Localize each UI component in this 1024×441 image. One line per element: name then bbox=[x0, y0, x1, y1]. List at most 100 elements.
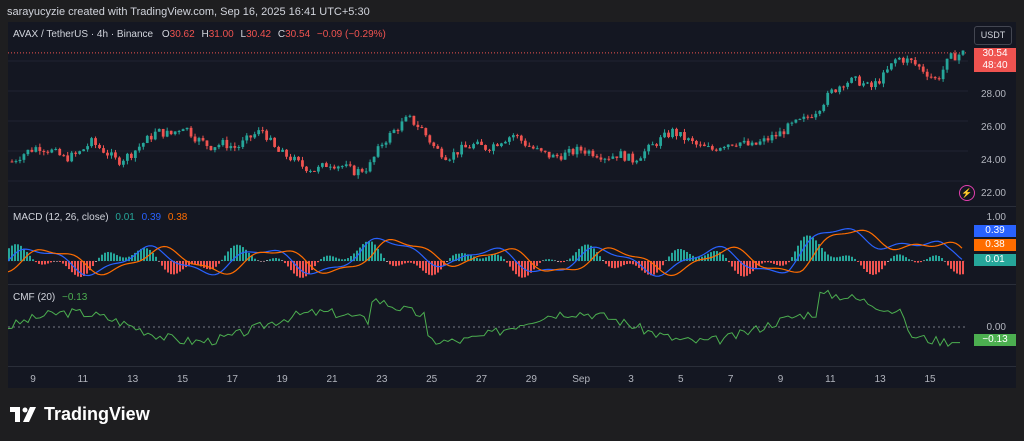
histogram-bar bbox=[107, 252, 109, 261]
histogram-bar bbox=[560, 261, 562, 263]
histogram-bar bbox=[158, 261, 160, 262]
lightning-icon[interactable]: ⚡ bbox=[959, 185, 975, 201]
candle bbox=[332, 164, 336, 170]
histogram-bar bbox=[527, 261, 529, 276]
histogram-bar bbox=[743, 261, 745, 277]
price-tick: 26.00 bbox=[980, 122, 1006, 133]
histogram-bar bbox=[512, 261, 514, 271]
candle bbox=[507, 136, 511, 145]
histogram-bar bbox=[806, 235, 808, 261]
histogram-bar bbox=[347, 258, 349, 261]
candle bbox=[949, 52, 953, 60]
currency-button[interactable]: USDT bbox=[974, 26, 1012, 45]
time-tick: 15 bbox=[924, 374, 936, 385]
histogram-bar bbox=[515, 261, 517, 275]
cmf-title[interactable]: CMF (20) bbox=[13, 292, 56, 303]
histogram-bar bbox=[521, 261, 523, 278]
candle bbox=[82, 149, 86, 152]
candle bbox=[651, 141, 655, 146]
histogram-bar bbox=[926, 259, 928, 261]
candle bbox=[309, 169, 312, 173]
histogram-bar bbox=[50, 261, 52, 263]
candle bbox=[750, 140, 754, 147]
candle bbox=[209, 145, 213, 151]
histogram-bar bbox=[890, 258, 892, 261]
histogram-bar bbox=[623, 261, 625, 266]
histogram-bar bbox=[902, 255, 904, 261]
histogram-bar bbox=[944, 261, 946, 262]
histogram-bar bbox=[476, 258, 478, 261]
candle bbox=[615, 156, 619, 161]
time-axis-divider bbox=[8, 366, 1016, 367]
cmf-value: −0.13 bbox=[62, 292, 88, 303]
candle bbox=[866, 81, 869, 85]
candle bbox=[535, 145, 539, 150]
macd-line-value: 0.39 bbox=[141, 212, 162, 223]
histogram-bar bbox=[377, 248, 379, 261]
histogram-bar bbox=[908, 259, 910, 261]
histogram-bar bbox=[320, 259, 322, 261]
histogram-bar bbox=[419, 261, 421, 268]
histogram-bar bbox=[776, 261, 778, 266]
brand-name: TradingView bbox=[44, 404, 150, 424]
candle bbox=[320, 162, 324, 169]
candle bbox=[862, 80, 865, 88]
candle bbox=[265, 129, 269, 142]
candle bbox=[324, 161, 328, 168]
candle bbox=[269, 135, 273, 141]
candle bbox=[118, 156, 121, 167]
histogram-bar bbox=[77, 261, 79, 277]
histogram-bar bbox=[215, 261, 217, 267]
cmf-tag: −0.13 bbox=[974, 334, 1016, 346]
candle bbox=[404, 115, 408, 122]
histogram-bar bbox=[854, 258, 856, 261]
histogram-bar bbox=[494, 254, 496, 261]
histogram-bar bbox=[122, 257, 124, 261]
histogram-bar bbox=[707, 253, 709, 261]
candle bbox=[416, 121, 420, 131]
histogram-bar bbox=[269, 259, 271, 261]
candle bbox=[428, 134, 432, 145]
histogram-bar bbox=[851, 256, 853, 261]
histogram-bar bbox=[554, 260, 556, 261]
chart-area[interactable]: AVAX / TetherUS · 4h · Binance O30.62 H3… bbox=[8, 22, 1016, 388]
histogram-bar bbox=[449, 258, 451, 261]
macd-title[interactable]: MACD (12, 26, close) bbox=[13, 212, 109, 223]
histogram-bar bbox=[470, 255, 472, 261]
histogram-bar bbox=[32, 259, 34, 261]
pane-divider[interactable] bbox=[8, 206, 1016, 207]
candle bbox=[261, 126, 265, 134]
tradingview-logo[interactable]: TradingView bbox=[10, 404, 150, 425]
candle bbox=[137, 143, 141, 153]
histogram-bar bbox=[809, 235, 811, 261]
histogram-bar bbox=[98, 257, 100, 261]
histogram-bar bbox=[95, 261, 97, 262]
histogram-bar bbox=[251, 256, 253, 261]
candle bbox=[814, 110, 818, 120]
candle bbox=[667, 130, 670, 139]
candle bbox=[10, 159, 14, 163]
histogram-bar bbox=[671, 252, 673, 261]
candle bbox=[400, 117, 404, 133]
symbol-label[interactable]: AVAX / TetherUS · 4h · Binance bbox=[13, 29, 154, 40]
histogram-bar bbox=[179, 261, 181, 272]
histogram-bar bbox=[119, 256, 121, 261]
candle bbox=[205, 140, 209, 150]
histogram-bar bbox=[959, 261, 961, 275]
pane-divider[interactable] bbox=[8, 284, 1016, 285]
histogram-bar bbox=[962, 261, 964, 275]
candle bbox=[297, 156, 300, 162]
histogram-bar bbox=[38, 261, 40, 264]
histogram-bar bbox=[779, 261, 781, 266]
candle bbox=[193, 133, 197, 144]
candle bbox=[456, 152, 460, 158]
candle bbox=[631, 151, 635, 165]
candle bbox=[257, 127, 261, 137]
histogram-bar bbox=[149, 249, 151, 261]
histogram-bar bbox=[176, 261, 178, 274]
histogram-bar bbox=[686, 251, 688, 261]
histogram-bar bbox=[395, 261, 397, 267]
candle bbox=[460, 141, 464, 158]
histogram-bar bbox=[425, 261, 427, 274]
histogram-bar bbox=[314, 261, 316, 267]
